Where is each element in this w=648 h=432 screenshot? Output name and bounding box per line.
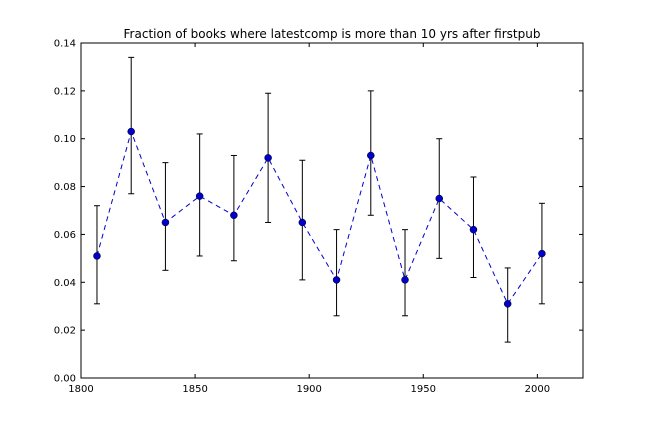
- data-point: [93, 252, 101, 260]
- series-line: [96, 129, 543, 305]
- y-tick-label: 0.00: [54, 374, 76, 385]
- data-point: [195, 192, 204, 200]
- y-tick-label: 0.10: [54, 134, 76, 145]
- x-tick-label: 2000: [525, 384, 550, 395]
- x-tick-label: 1850: [182, 384, 207, 395]
- data-point: [161, 218, 170, 227]
- chart-title: Fraction of books where latestcomp is mo…: [124, 27, 541, 41]
- data-point: [401, 276, 409, 284]
- y-tick-label: 0.06: [54, 230, 76, 241]
- data-point: [538, 249, 546, 258]
- x-tick-label: 1950: [411, 384, 436, 395]
- data-points: [93, 127, 546, 308]
- series-lines: [96, 129, 543, 305]
- y-tick-label: 0.12: [54, 86, 76, 97]
- data-point: [367, 151, 375, 160]
- data-point: [435, 194, 443, 203]
- y-tick-label: 0.02: [54, 326, 76, 337]
- error-bars: [93, 56, 545, 343]
- y-tick-labels: 0.00 0.02 0.04 0.06 0.08 0.10 0.12 0.14: [54, 39, 76, 385]
- data-point: [332, 276, 341, 284]
- x-tick-label: 1900: [296, 384, 321, 395]
- data-point: [264, 154, 272, 162]
- data-point: [127, 127, 135, 136]
- data-point: [298, 218, 307, 227]
- x-tick-label: 1800: [68, 384, 93, 395]
- y-tick-label: 0.04: [54, 278, 76, 289]
- data-point: [503, 300, 512, 308]
- x-tick-labels: 1800 1850 1900 1950 2000: [68, 384, 550, 395]
- plot-area-frame: [80, 42, 584, 379]
- y-tick-label: 0.08: [54, 182, 76, 193]
- axis-ticks: [80, 42, 583, 379]
- data-point: [230, 211, 238, 220]
- data-point: [469, 225, 478, 234]
- y-tick-label: 0.14: [54, 39, 76, 50]
